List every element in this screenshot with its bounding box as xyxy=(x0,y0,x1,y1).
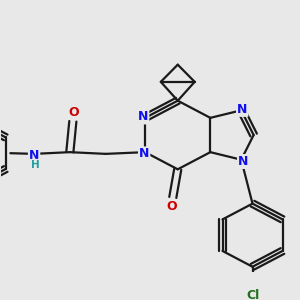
Text: Cl: Cl xyxy=(246,289,259,300)
Text: H: H xyxy=(31,160,39,170)
Text: N: N xyxy=(138,110,148,123)
Text: N: N xyxy=(237,103,247,116)
Text: N: N xyxy=(29,149,39,162)
Text: N: N xyxy=(238,155,248,168)
Text: O: O xyxy=(68,106,79,119)
Text: O: O xyxy=(167,200,177,213)
Text: N: N xyxy=(139,148,149,160)
